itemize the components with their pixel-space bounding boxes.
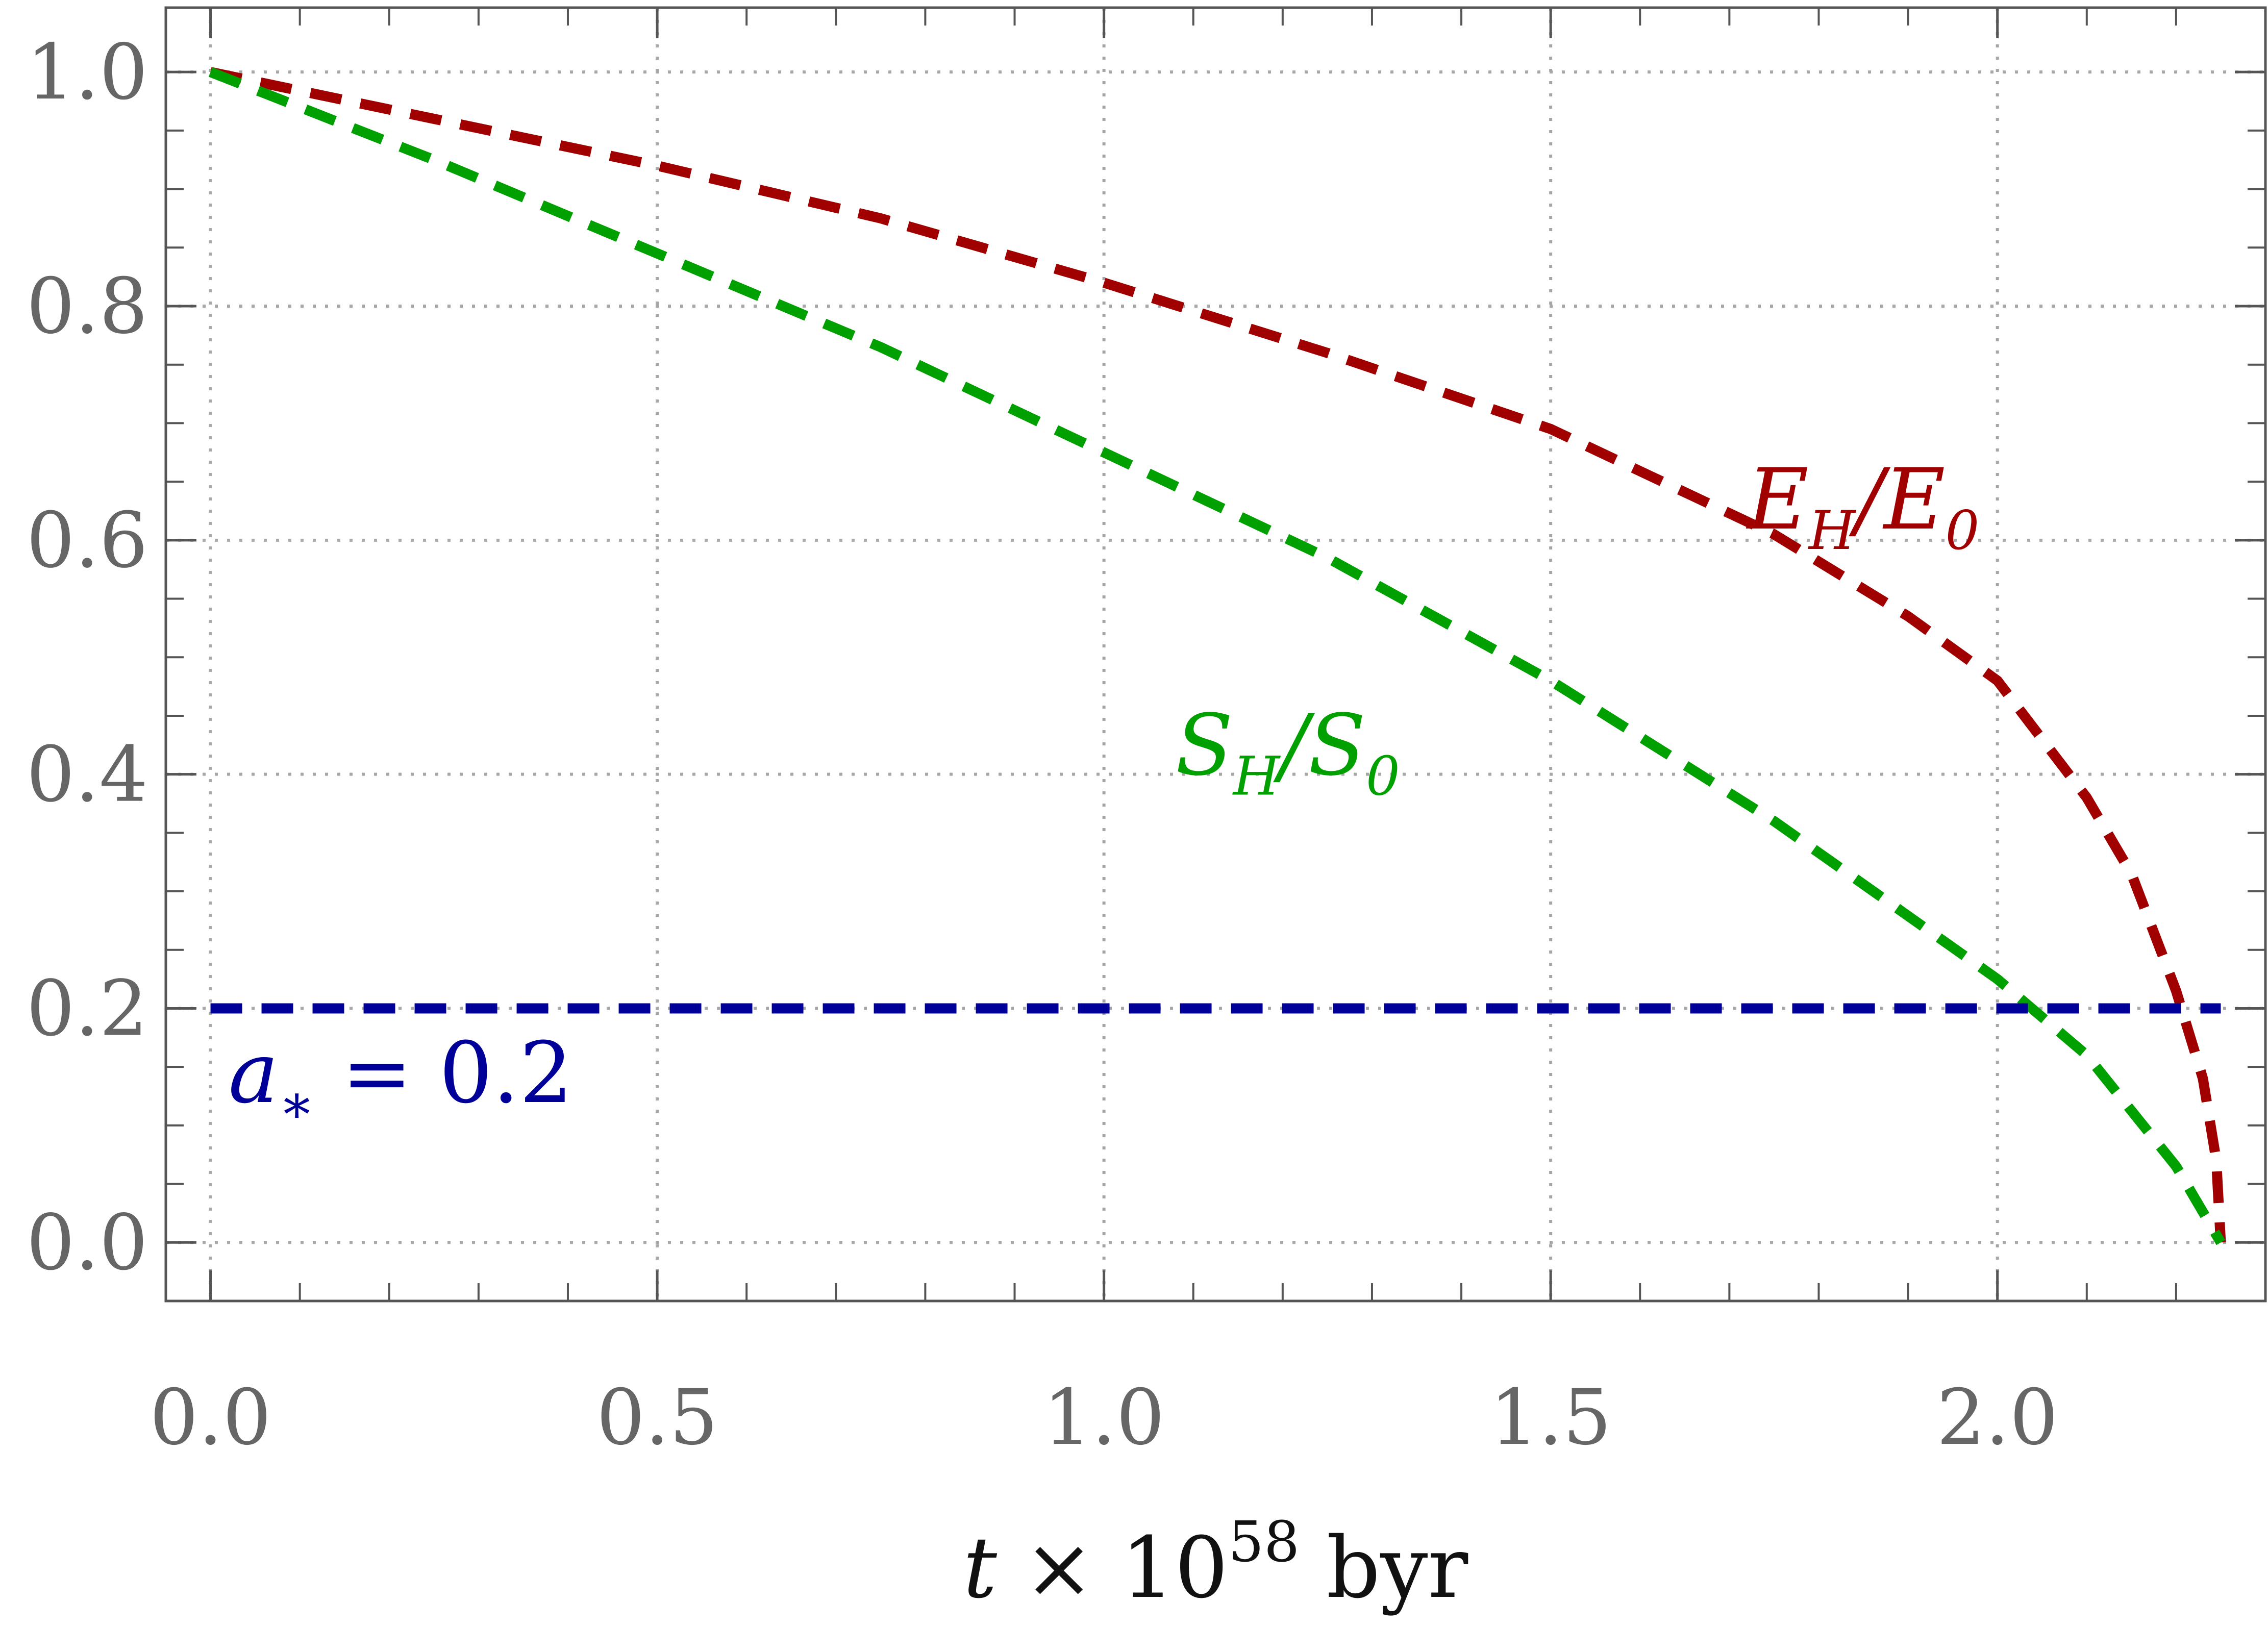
y-tick-label: 0.6 [26,496,148,585]
y-tick-label: 0.0 [26,1198,148,1287]
series-label-part: / [1273,696,1315,794]
grid-lines [166,8,2265,1301]
y-tick-labels: 0.0 0.2 0.4 0.6 0.8 1.0 [26,28,148,1287]
series-label-part: a [229,1024,279,1122]
series-label-part: E [1882,450,1945,548]
series-label-part: S [1176,696,1233,794]
series-label-part: / [1848,450,1890,548]
plot-frame [164,6,2267,1303]
series-label-1: SH/S0 [1176,696,1400,808]
x-tick-label: 1.5 [1490,1373,1612,1462]
series-label-2: a∗ = 0.2 [229,1024,573,1135]
series-label-part: ∗ [279,1073,315,1135]
series-label-part: E [1746,450,1808,548]
x-axis-title-part: 58 [1228,1509,1300,1574]
x-axis-title-part: × 10 [997,1519,1228,1617]
series-label-0: EH/E0 [1746,450,1979,562]
y-tick-label: 0.4 [26,731,148,819]
y-tick-label: 0.2 [26,964,148,1053]
series-label-part: 0 [1945,499,1979,562]
x-axis-title-part: t [963,1519,998,1617]
x-tick-label: 1.0 [1043,1373,1165,1462]
series-line-0 [209,67,2226,1243]
x-axis-title: t × 1058 byr [963,1509,1468,1617]
series-label-part: = 0.2 [315,1024,573,1122]
x-tick-labels: 0.0 0.5 1.0 1.5 2.0 [149,1373,2058,1462]
x-tick-label: 2.0 [1936,1373,2058,1462]
y-tick-label: 1.0 [26,28,148,117]
series-label-part: 0 [1366,745,1400,808]
series-lines [208,67,2226,1245]
series-label-part: H [1808,499,1857,562]
series-label-part: S [1308,696,1366,794]
y-tick-label: 0.8 [26,262,148,351]
x-tick-label: 0.0 [149,1373,271,1462]
x-axis-title-part: byr [1300,1519,1468,1617]
x-tick-label: 0.5 [596,1373,718,1462]
series-label-part: H [1232,745,1281,808]
